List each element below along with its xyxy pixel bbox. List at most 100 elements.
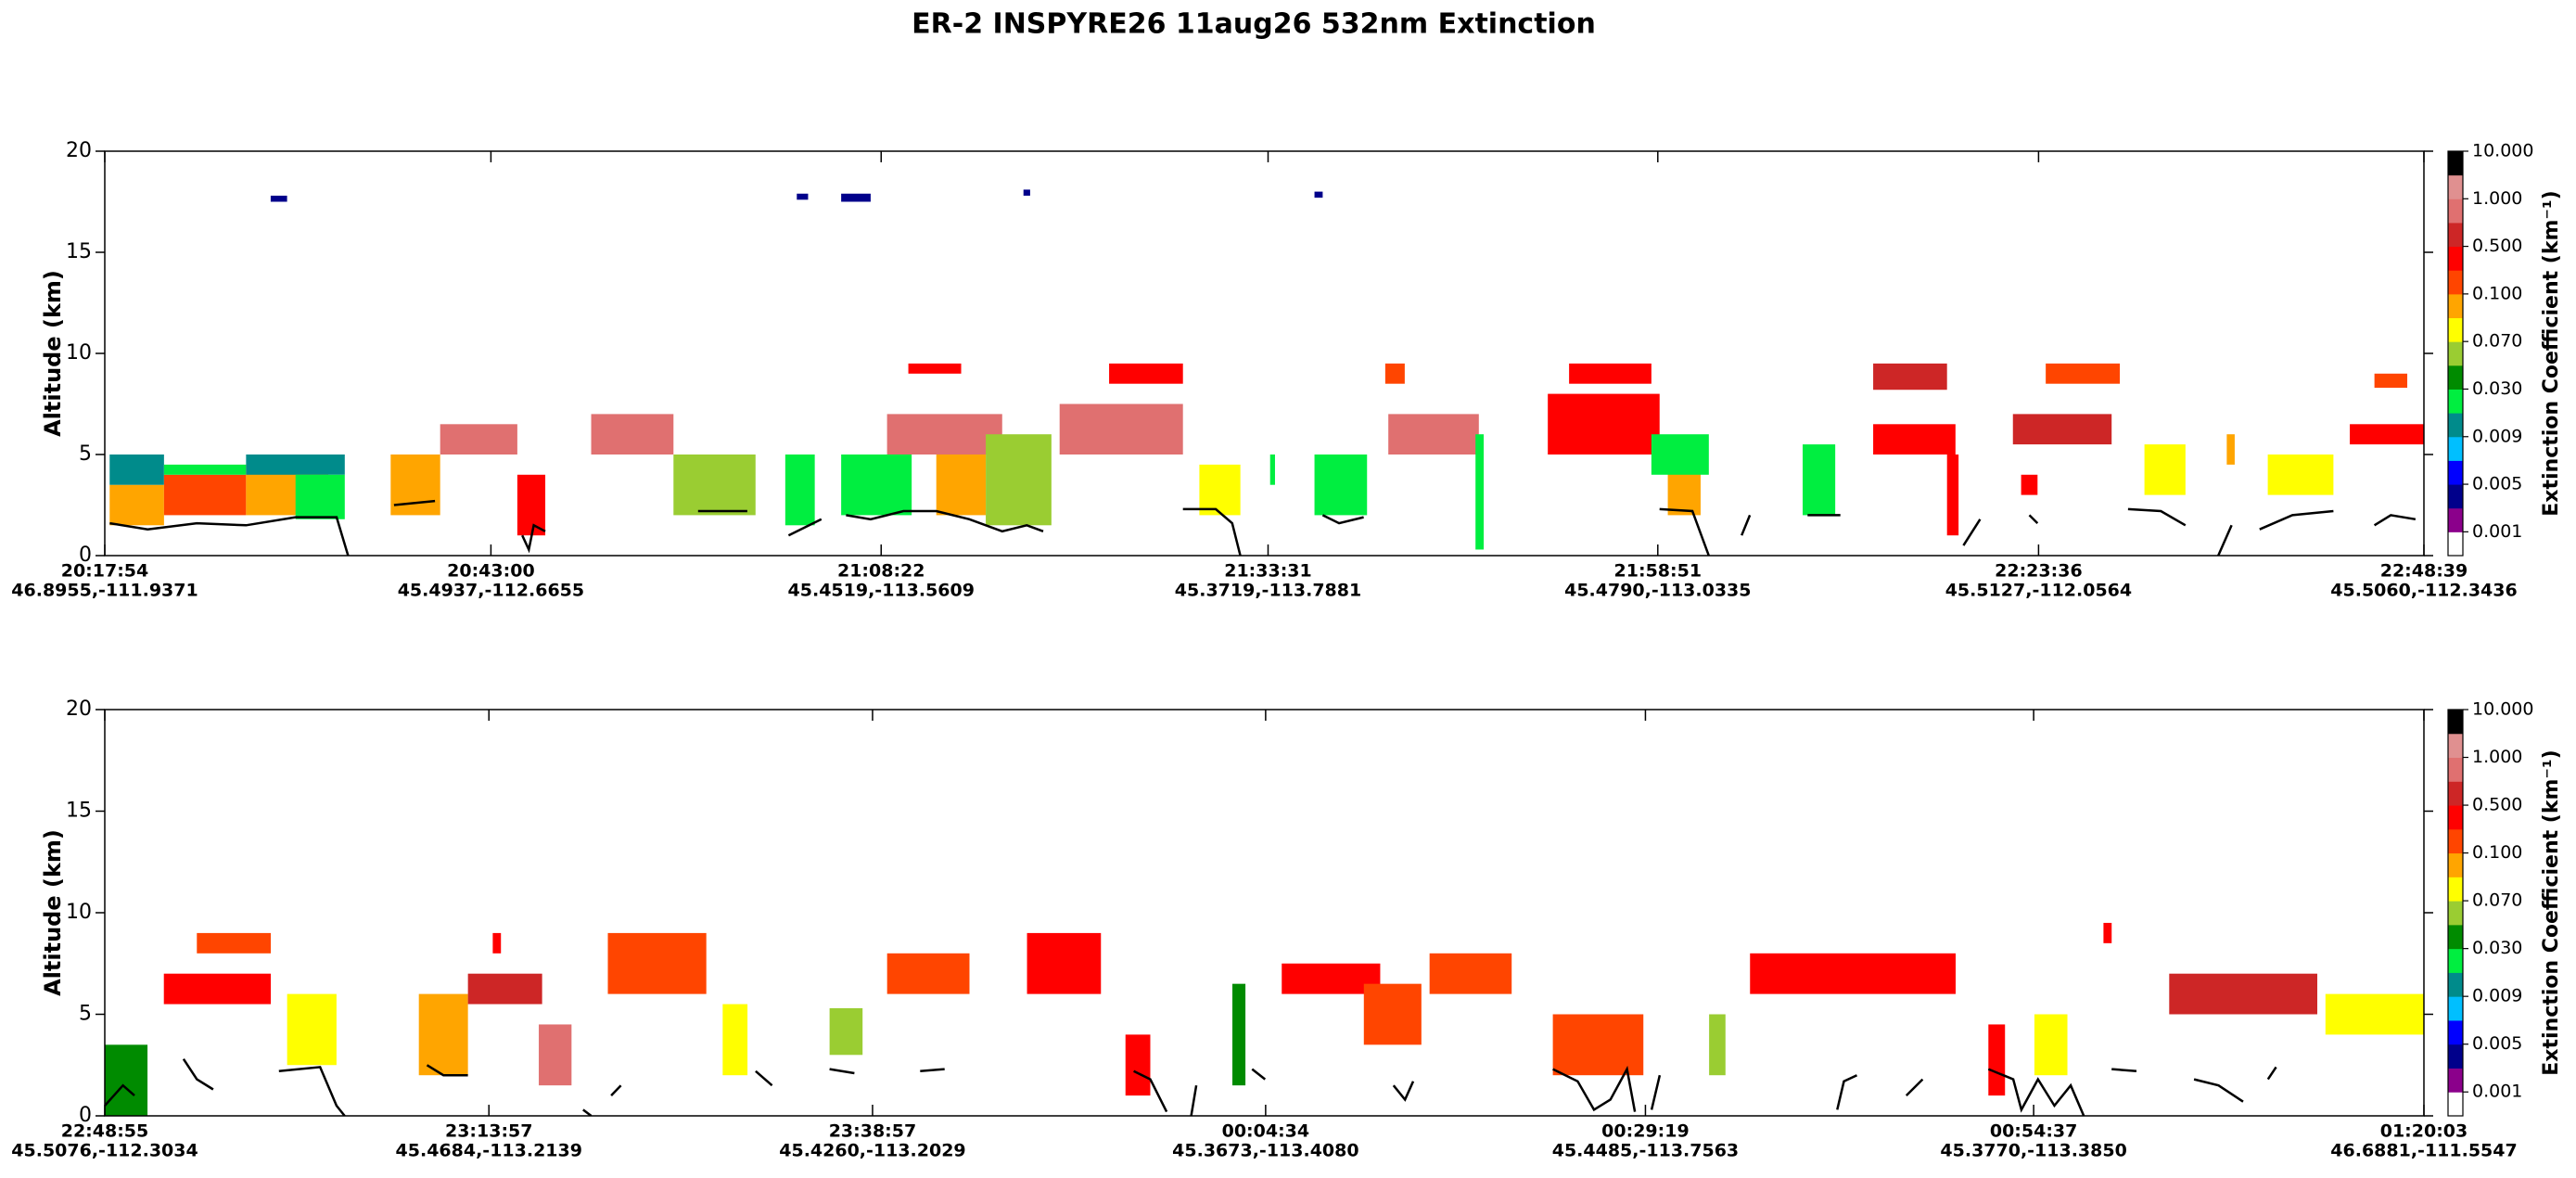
x-tick-label: 45.3673,-113.4080 [1172,1141,1358,1161]
extinction-cell [2034,1014,2068,1076]
extinction-cell [1023,189,1030,196]
extinction-cell [2046,363,2121,384]
colorbar-swatch [2448,924,2463,950]
y-tick-label: 15 [66,240,92,263]
figure-title: ER-2 INSPYRE26 11aug26 532nm Extinction [912,8,1596,41]
colorbar-tick-label: 1.000 [2472,188,2522,209]
extinction-cell [1552,1014,1644,1076]
y-tick-label: 5 [79,1003,92,1026]
y-tick-label: 10 [66,901,92,924]
colorbar-tick-label: 0.005 [2472,474,2522,494]
x-tick-label: 00:29:19 [1601,1121,1690,1142]
x-tick-label: 45.5127,-112.0564 [1945,581,2132,601]
colorbar-label: Extinction Coefficient (km⁻¹) [2540,190,2563,516]
extinction-cell [246,455,345,475]
colorbar-tick-label: 0.070 [2472,331,2522,352]
extinction-cell [886,953,970,994]
y-axis-label: Altitude (km) [40,270,66,437]
extinction-cell [440,424,517,455]
colorbar-tick-label: 0.500 [2472,795,2522,815]
x-tick-label: 22:23:36 [1995,561,2083,582]
x-tick-label: 45.5076,-112.3034 [11,1141,198,1161]
x-tick-label: 23:13:57 [445,1121,533,1142]
colorbar-swatch [2448,151,2463,176]
colorbar-tick-label: 0.500 [2472,236,2522,256]
colorbar-swatch [2448,389,2463,414]
extinction-cell [539,1024,572,1086]
extinction-cell [197,932,271,954]
colorbar-swatch [2448,507,2463,532]
extinction-cell [1873,424,1956,455]
extinction-cell [1059,403,1183,455]
x-tick-label: 45.4937,-112.6655 [398,581,584,601]
curtain [109,189,2424,550]
extinction-cell [1946,455,1959,536]
colorbar-swatch [2448,877,2463,902]
extinction-cell [1109,363,1183,384]
colorbar-swatch [2448,317,2463,342]
x-tick-label: 22:48:55 [61,1121,149,1142]
panel: 0 5 10 15 20 Altitude (km) 20:17:5446.8955,-11… [11,139,2563,601]
extinction-cell [2012,414,2112,445]
colorbar-swatch [2448,781,2463,806]
extinction-cell [886,414,1002,455]
extinction-cell [467,973,542,1005]
extinction-cell [2226,434,2235,465]
colorbar-tick-label: 0.005 [2472,1033,2522,1054]
y-tick-label: 20 [66,139,92,162]
colorbar-swatch [2448,293,2463,319]
y-axis-label: Altitude (km) [40,829,66,996]
x-tick-label: 45.4790,-113.0335 [1564,581,1751,601]
panel: 0 5 10 15 20 Altitude (km) 22:48:5545.5076,-11… [11,698,2563,1161]
x-tick-label: 20:17:54 [61,561,149,582]
extinction-cell [1475,434,1485,550]
extinction-cell [936,455,987,516]
x-tick-label: 21:08:22 [837,561,925,582]
colorbar-swatch [2448,1044,2463,1069]
extinction-cell [2103,922,2112,943]
extinction-cell [2144,444,2186,495]
colorbar-tick-label: 10.000 [2472,141,2533,161]
plot-frame [104,150,2425,557]
extinction-cell [163,973,271,1005]
x-tick-label: 45.4519,-113.5609 [788,581,975,601]
extinction-cell [841,193,871,202]
x-tick-label: 45.4684,-113.2139 [396,1141,582,1161]
colorbar-swatch [2448,1092,2463,1117]
extinction-cell [1269,455,1275,485]
colorbar-swatch [2448,436,2463,461]
x-tick-label: 46.6881,-111.5547 [2330,1141,2517,1161]
colorbar-swatch [2448,365,2463,390]
extinction-cell [163,474,247,516]
extinction-cell [986,434,1052,526]
colorbar-tick-label: 0.100 [2472,283,2522,303]
extinction-cell [270,195,287,202]
extinction-cell [841,455,912,516]
x-tick-label: 45.4260,-113.2029 [779,1141,965,1161]
extinction-cell [390,455,440,516]
colorbar-label: Extinction Coefficient (km⁻¹) [2540,749,2563,1075]
extinction-cell [1388,414,1479,455]
colorbar-swatch [2448,710,2463,735]
extinction-cell [1429,953,1512,994]
extinction-cell [607,932,707,994]
y-tick-label: 20 [66,698,92,721]
x-tick-label: 00:54:37 [1990,1121,2078,1142]
extinction-cell [1314,191,1323,198]
colorbar-swatch [2448,733,2463,759]
colorbar-swatch [2448,852,2463,877]
x-tick-label: 22:48:39 [2380,561,2468,582]
colorbar-swatch [2448,222,2463,248]
extinction-cell [516,474,546,536]
colorbar-swatch [2448,805,2463,830]
colorbar-swatch [2448,198,2463,224]
extinction-cell [1282,963,1381,994]
colorbar-tick-label: 0.100 [2472,842,2522,863]
x-tick-label: 45.4485,-113.7563 [1552,1141,1739,1161]
colorbar-swatch [2448,1019,2463,1045]
colorbar-tick-label: 0.009 [2472,426,2522,446]
colorbar-tick-label: 0.001 [2472,1082,2522,1102]
colorbar-tick-label: 0.030 [2472,378,2522,399]
y-tick-label: 5 [79,442,92,466]
